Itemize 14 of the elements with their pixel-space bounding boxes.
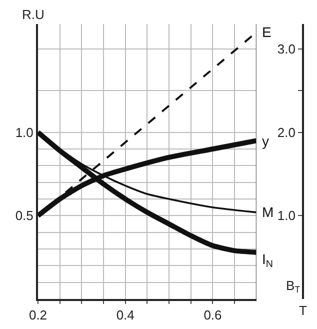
y2-tick-label: 2.0: [277, 124, 296, 140]
series-label: E: [262, 24, 272, 40]
y2-tick-label: 3.0: [277, 42, 296, 57]
x-tick-label: 0.2: [28, 308, 48, 323]
series-label: M: [262, 204, 274, 220]
x-tick-label: 0.4: [116, 308, 134, 323]
series-label: y: [262, 133, 269, 149]
y2-axis-title: B$_{T}$: [286, 278, 301, 295]
x-tick-label: 0.6: [204, 308, 222, 323]
y2-tick-label: 1.0: [277, 208, 296, 224]
series-label: I$_{N}$: [262, 251, 273, 270]
y-tick-label: 0.5: [15, 208, 34, 224]
x-axis-title: T: [299, 303, 307, 318]
y-axis-title: R.U: [22, 7, 44, 22]
